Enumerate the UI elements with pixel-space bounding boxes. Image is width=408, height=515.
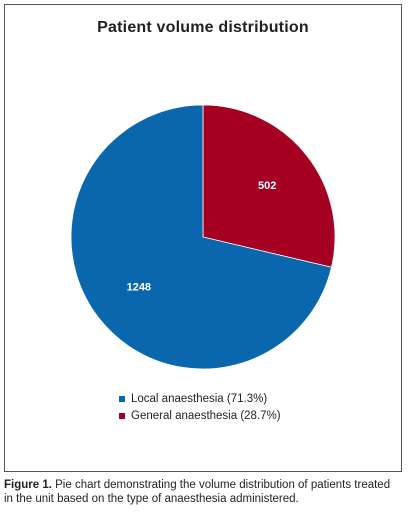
- legend-item-local: Local anaesthesia (71.3%): [119, 391, 281, 407]
- chart-legend: Local anaesthesia (71.3%) General anaest…: [119, 391, 281, 425]
- pie-slice-local: [70, 104, 332, 370]
- legend-label-general: General anaesthesia (28.7%): [131, 410, 281, 422]
- caption-text: Pie chart demonstrating the volume distr…: [4, 479, 391, 505]
- caption-lead: Figure 1.: [4, 479, 52, 491]
- legend-swatch-general: [119, 413, 125, 419]
- pie-chart: 502 1248: [70, 104, 336, 370]
- chart-title: Patient volume distribution: [97, 19, 309, 36]
- pie-label-general: 502: [258, 180, 276, 192]
- legend-item-general: General anaesthesia (28.7%): [119, 408, 281, 424]
- legend-label-local: Local anaesthesia (71.3%): [131, 393, 268, 405]
- pie-label-local: 1248: [127, 282, 151, 294]
- legend-swatch-local: [119, 396, 125, 402]
- pie-slice-general: [202, 104, 336, 268]
- chart-frame: Patient volume distribution 502 1248 Loca…: [4, 4, 402, 472]
- figure-caption: Figure 1. Pie chart demonstrating the vo…: [4, 478, 402, 506]
